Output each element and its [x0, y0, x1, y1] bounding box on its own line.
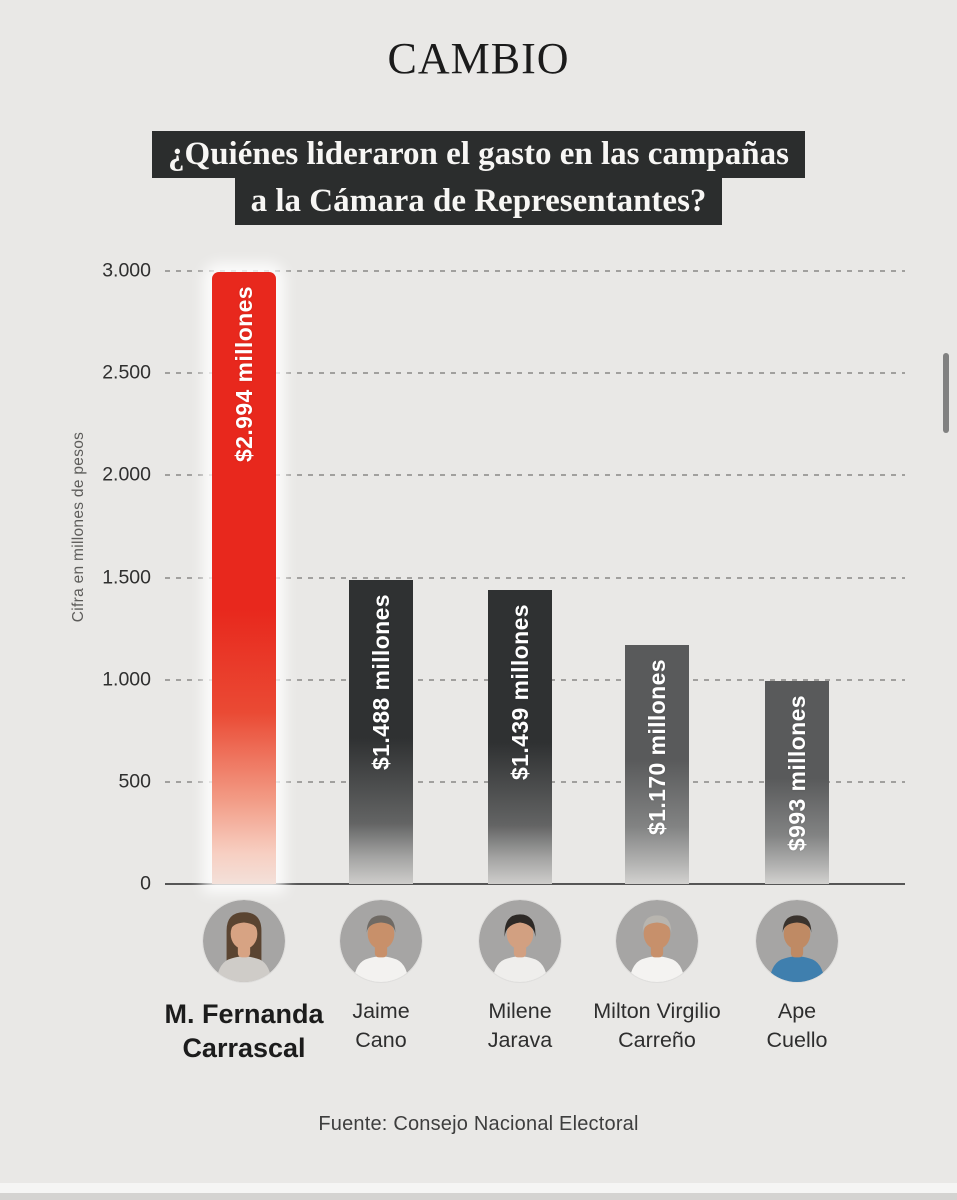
candidate-column-cano: Jaime Cano — [286, 900, 476, 1055]
brand-logo: CAMBIO — [387, 34, 570, 83]
y-tick-label-2000: 2.000 — [102, 463, 151, 486]
candidate-column-carrascal: M. Fernanda Carrascal — [149, 900, 339, 1065]
bar-milton-virgilio-carre-o: $1.170 millones — [625, 645, 689, 884]
bar-value-label: $1.488 millones — [367, 594, 394, 771]
chart-title-line1: ¿Quiénes lideraron el gasto en las campa… — [152, 131, 805, 178]
avatar-photo-carre-o — [616, 900, 698, 982]
avatar-photo-jarava — [479, 900, 561, 982]
candidate-name: M. Fernanda Carrascal — [164, 999, 324, 1063]
y-tick-label-500: 500 — [118, 770, 151, 793]
source-caption: Fuente: Consejo Nacional Electoral — [318, 1113, 639, 1135]
scrollbar-thumb[interactable] — [943, 353, 949, 433]
bar-ape-cuello: $993 millones — [765, 681, 829, 884]
gridline-2500 — [165, 372, 905, 375]
gridline-1500 — [165, 576, 905, 579]
y-axis-title: Cifra en millones de pesos — [70, 431, 87, 623]
plot-area: 0 500 1.000 1.500 2.000 2.500 3.000 $2.994 mill… — [102, 260, 905, 895]
avatar-photo-cano — [340, 900, 422, 982]
gridline-3000 — [165, 270, 905, 272]
paper-texture-band — [0, 1183, 957, 1193]
avatar-photo-carrascal — [203, 900, 285, 982]
bar-m-fernanda-carrascal: $2.994 millones — [212, 272, 276, 884]
candidate-column-carre-o: Milton Virgilio Carreño — [562, 900, 752, 1055]
bar-value-label: $1.170 millones — [643, 659, 670, 836]
bar-milene-jarava: $1.439 millones — [488, 590, 552, 884]
gridline-2000 — [165, 474, 905, 477]
candidate-name: Jaime Cano — [352, 999, 410, 1052]
candidate-name: Milene Jarava — [487, 999, 553, 1052]
bar-value-label: $2.994 millones — [230, 286, 257, 463]
candidate-column-cuello: Ape Cuello — [702, 900, 892, 1055]
x-axis-baseline — [165, 883, 905, 885]
y-tick-label-2500: 2.500 — [102, 361, 151, 384]
y-tick-label-1500: 1.500 — [102, 566, 151, 588]
avatar-photo-cuello — [756, 900, 838, 982]
bar-value-label: $993 millones — [783, 695, 810, 852]
candidate-name: Milton Virgilio Carreño — [593, 999, 721, 1052]
chart-title-line2: a la Cámara de Representantes? — [234, 178, 723, 225]
y-tick-label-1000: 1.000 — [102, 668, 151, 691]
bar-value-label: $1.439 millones — [506, 604, 533, 781]
bar-jaime-cano: $1.488 millones — [349, 580, 413, 884]
paper-texture-edge — [0, 1193, 957, 1200]
candidate-column-jarava: Milene Jarava — [425, 900, 615, 1055]
y-tick-label-0: 0 — [140, 872, 151, 895]
chart-title: ¿Quiénes lideraron el gasto en las campa… — [0, 131, 957, 225]
y-tick-label-3000: 3.000 — [102, 259, 151, 282]
candidate-name: Ape Cuello — [766, 999, 828, 1052]
